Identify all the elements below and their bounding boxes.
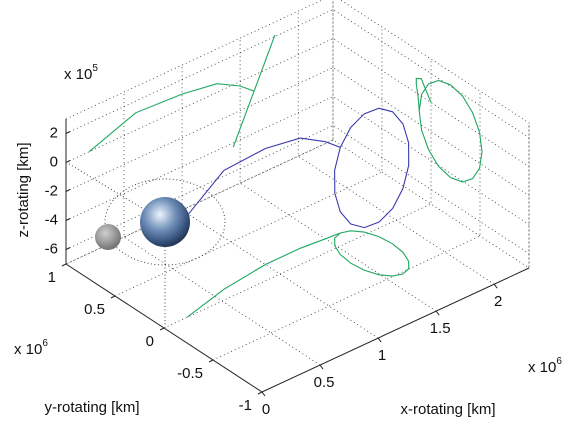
- y-multiplier-base: x 10: [14, 341, 42, 358]
- grid-line: [261, 123, 530, 393]
- y-axis-label: y-rotating [km]: [44, 399, 139, 416]
- x-tick: [261, 391, 266, 397]
- grid-line: [65, 38, 530, 167]
- x-multiplier-exp: 6: [556, 356, 562, 367]
- z-tick: [65, 218, 71, 221]
- y-tick: [110, 295, 116, 299]
- x-tick-label: 1.5: [430, 320, 451, 337]
- y-tick: [257, 391, 263, 395]
- data-layer: [88, 34, 483, 318]
- grid-line: [181, 65, 379, 339]
- grid-line: [65, 119, 263, 393]
- grid-line: [65, 96, 530, 225]
- z-tick-label: -6: [45, 240, 58, 257]
- axis-line: [261, 267, 530, 393]
- x-tick: [493, 283, 498, 289]
- y-tick-label: -0.5: [177, 365, 203, 382]
- x-tick-label: 1: [378, 347, 386, 364]
- y-tick-label: 0: [146, 333, 154, 350]
- y-tick-label: -1: [239, 397, 252, 414]
- x-tick: [435, 310, 440, 316]
- z-tick-label: -4: [45, 211, 58, 228]
- x-tick: [377, 337, 382, 343]
- grid-line: [65, 9, 530, 138]
- grid-layer: 0 0.5 1 1.5 2 -1 -0.5 0 0.5 1 -6 -4 -2 0 2: [45, 0, 530, 418]
- z-tick-label: 0: [50, 153, 58, 170]
- y-tick: [208, 359, 214, 363]
- z-tick: [65, 131, 71, 134]
- box-edge: [65, 0, 530, 269]
- grid-line: [65, 125, 530, 254]
- x-tick: [319, 364, 324, 370]
- y-tick: [159, 327, 165, 331]
- projection-side-wall: [415, 77, 483, 183]
- grid-line: [163, 59, 432, 329]
- z-tick: [65, 247, 71, 250]
- projection-back-wall: [88, 34, 276, 153]
- x-tick-label: 2: [494, 293, 502, 310]
- z-multiplier-base: x 10: [64, 66, 92, 83]
- z-multiplier: x 105: [64, 63, 98, 83]
- x-tick-label: 0: [262, 401, 270, 418]
- earth: [140, 197, 190, 247]
- y-tick-label: 1: [48, 269, 56, 286]
- x-multiplier-base: x 10: [528, 359, 556, 376]
- z-multiplier-exp: 5: [92, 63, 98, 74]
- z-axis-label: z-rotating [km]: [15, 142, 32, 237]
- z-tick-label: -2: [45, 182, 58, 199]
- x-tick-label: 0.5: [314, 374, 335, 391]
- y-multiplier: x 106: [14, 338, 48, 358]
- y-tick: [61, 263, 67, 267]
- z-tick-label: 2: [50, 124, 58, 141]
- x-multiplier: x 106: [528, 356, 562, 376]
- x-axis-label: x-rotating [km]: [400, 401, 495, 418]
- z-tick: [65, 189, 71, 192]
- y-multiplier-exp: 6: [42, 338, 48, 349]
- projection-floor: [186, 230, 410, 318]
- moon: [95, 224, 121, 250]
- grid-line: [297, 11, 495, 285]
- y-tick-label: 0.5: [84, 301, 105, 318]
- trajectory: [186, 107, 410, 229]
